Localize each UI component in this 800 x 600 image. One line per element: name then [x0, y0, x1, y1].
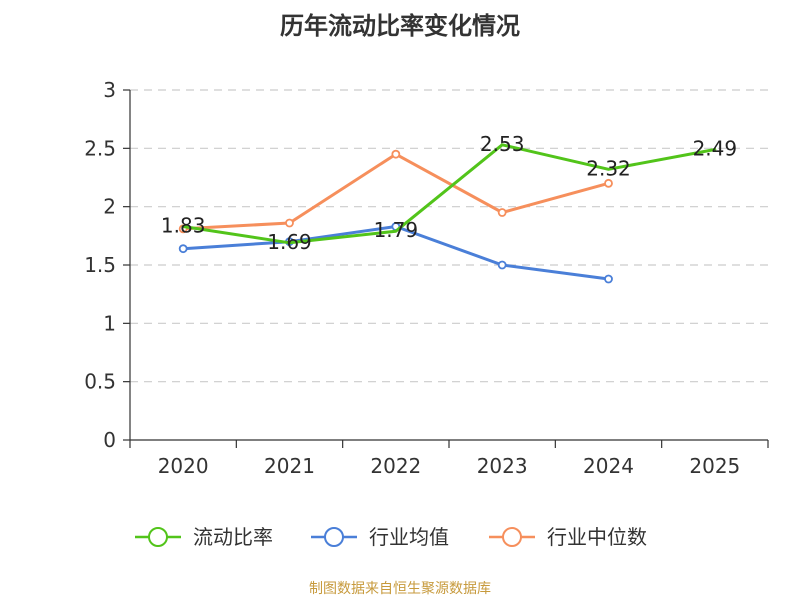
y-tick-label: 1: [103, 311, 116, 335]
data-label: 1.83: [161, 214, 206, 238]
data-point: [285, 218, 294, 228]
data-point: [604, 178, 613, 188]
x-tick-label: 2020: [158, 454, 209, 478]
data-point: [604, 274, 613, 284]
chart-title: 历年流动比率变化情况: [280, 12, 520, 40]
legend-marker: [502, 527, 522, 547]
y-tick-label: 0: [103, 428, 116, 452]
legend-label: 行业均值: [369, 525, 449, 549]
x-tick-label: 2023: [477, 454, 528, 478]
data-label: 1.69: [267, 230, 312, 254]
y-tick-label: 1.5: [84, 253, 116, 277]
data-label: 1.79: [374, 218, 419, 242]
data-point: [497, 208, 507, 217]
data-label: 2.53: [480, 132, 525, 156]
legend-marker: [324, 527, 344, 547]
data-point: [391, 149, 401, 159]
legend-marker: [148, 527, 168, 547]
data-point: [497, 260, 507, 270]
series-line: [181, 143, 717, 245]
y-tick-label: 2: [103, 195, 116, 219]
y-tick-label: 0.5: [84, 370, 116, 394]
data-label: 2.32: [586, 156, 631, 180]
x-tick-label: 2022: [370, 454, 421, 478]
x-tick-label: 2024: [583, 454, 634, 478]
x-tick-label: 2021: [264, 454, 315, 478]
y-tick-label: 3: [103, 78, 116, 102]
y-tick-label: 2.5: [84, 136, 116, 160]
x-tick-label: 2025: [689, 454, 740, 478]
data-label: 2.49: [693, 137, 738, 161]
legend-label: 行业中位数: [547, 525, 647, 549]
legend-label: 流动比率: [193, 525, 273, 549]
data-source-note: 制图数据来自恒生聚源数据库: [309, 581, 491, 597]
data-point: [178, 244, 188, 254]
